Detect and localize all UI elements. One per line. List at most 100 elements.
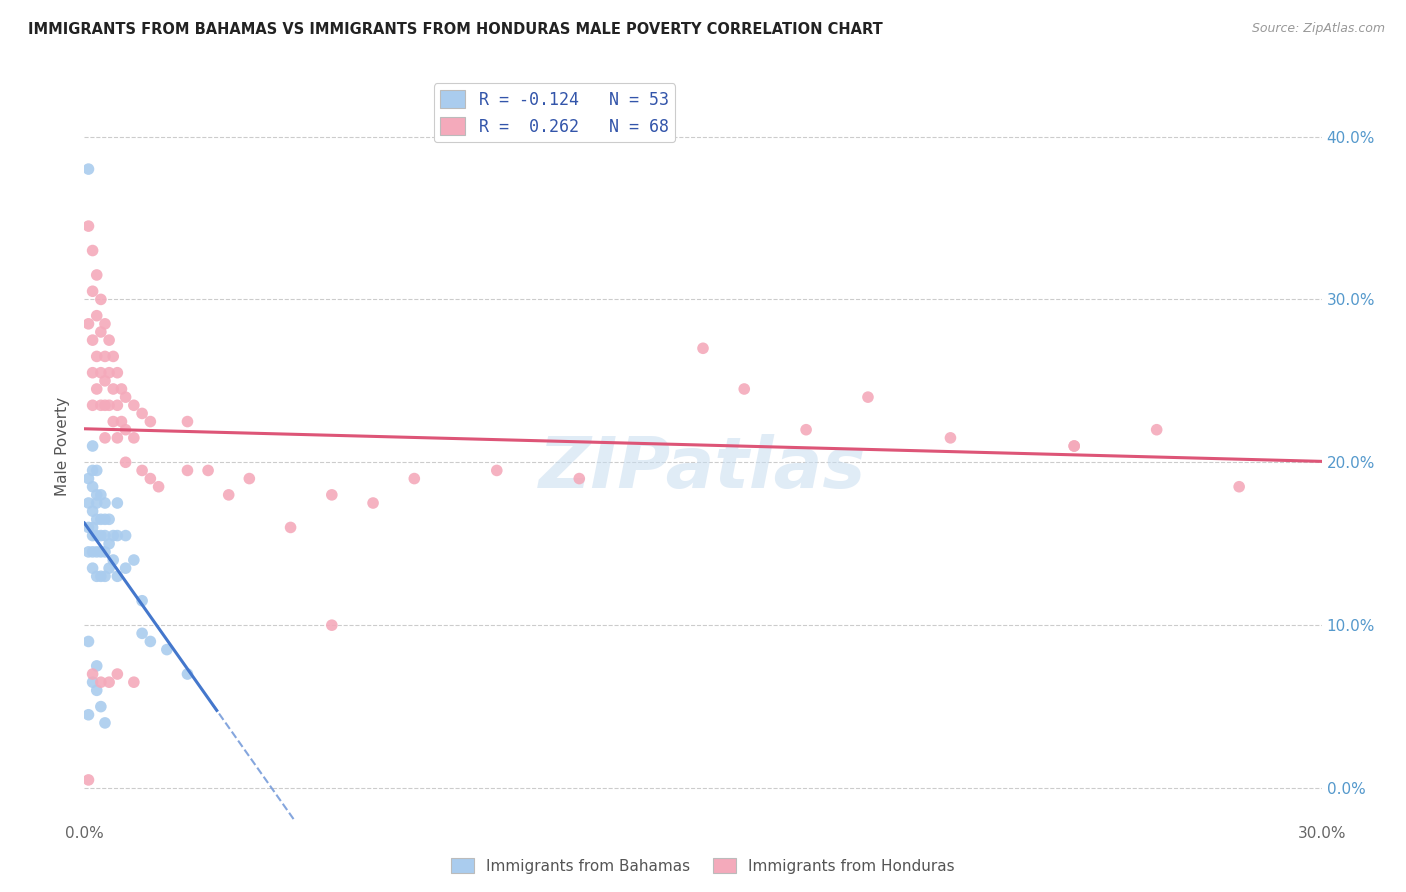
Point <box>98 537 121 551</box>
Legend: Immigrants from Bahamas, Immigrants from Honduras: Immigrants from Bahamas, Immigrants from… <box>444 852 962 880</box>
Point <box>156 642 179 657</box>
Point <box>122 398 145 412</box>
Point <box>90 488 112 502</box>
Point <box>122 553 145 567</box>
Point <box>131 593 153 607</box>
Point <box>110 415 132 429</box>
Point <box>105 366 128 380</box>
Point <box>280 520 302 534</box>
Point <box>105 569 128 583</box>
Point <box>98 333 121 347</box>
Point <box>321 618 343 632</box>
Point <box>86 569 108 583</box>
Point <box>82 463 104 477</box>
Point <box>939 431 962 445</box>
Point <box>77 162 100 177</box>
Point <box>110 382 132 396</box>
Point <box>692 341 714 355</box>
Point <box>1227 480 1250 494</box>
Point <box>114 455 136 469</box>
Point <box>94 528 117 542</box>
Point <box>103 382 125 396</box>
Point <box>131 406 153 420</box>
Point <box>82 528 104 542</box>
Point <box>148 480 170 494</box>
Point <box>114 423 136 437</box>
Point <box>238 472 260 486</box>
Point <box>98 398 121 412</box>
Point <box>82 545 104 559</box>
Point <box>77 472 100 486</box>
Point <box>86 463 108 477</box>
Point <box>77 707 100 722</box>
Point <box>82 366 104 380</box>
Point <box>94 569 117 583</box>
Point <box>86 683 108 698</box>
Point <box>98 561 121 575</box>
Point <box>105 528 128 542</box>
Point <box>98 512 121 526</box>
Point <box>1146 423 1168 437</box>
Point <box>90 512 112 526</box>
Point <box>105 496 128 510</box>
Point <box>90 293 112 307</box>
Point <box>94 512 117 526</box>
Point <box>82 285 104 299</box>
Point <box>86 382 108 396</box>
Point <box>86 545 108 559</box>
Point <box>77 520 100 534</box>
Point <box>86 528 108 542</box>
Point <box>103 528 125 542</box>
Point <box>105 398 128 412</box>
Point <box>94 545 117 559</box>
Point <box>103 350 125 364</box>
Point <box>90 545 112 559</box>
Point <box>86 309 108 323</box>
Point <box>94 350 117 364</box>
Point <box>77 317 100 331</box>
Point <box>404 472 426 486</box>
Point <box>105 667 128 681</box>
Point <box>82 520 104 534</box>
Point <box>82 439 104 453</box>
Point <box>94 715 117 730</box>
Y-axis label: Male Poverty: Male Poverty <box>55 396 70 496</box>
Point <box>114 390 136 404</box>
Point <box>94 317 117 331</box>
Point <box>77 772 100 787</box>
Point <box>82 675 104 690</box>
Point <box>86 350 108 364</box>
Point <box>103 553 125 567</box>
Point <box>1063 439 1085 453</box>
Point <box>568 472 591 486</box>
Point <box>86 268 108 282</box>
Point <box>122 431 145 445</box>
Point <box>86 496 108 510</box>
Point <box>176 415 198 429</box>
Point <box>86 659 108 673</box>
Point <box>90 325 112 339</box>
Point <box>98 675 121 690</box>
Point <box>139 472 162 486</box>
Point <box>82 561 104 575</box>
Text: ZIPatlas: ZIPatlas <box>540 434 866 503</box>
Point <box>131 626 153 640</box>
Point <box>321 488 343 502</box>
Point <box>103 415 125 429</box>
Point <box>86 512 108 526</box>
Point <box>90 675 112 690</box>
Point <box>197 463 219 477</box>
Point <box>82 480 104 494</box>
Point <box>139 415 162 429</box>
Point <box>122 675 145 690</box>
Point <box>77 634 100 648</box>
Point <box>1063 439 1085 453</box>
Point <box>90 699 112 714</box>
Point <box>82 667 104 681</box>
Point <box>131 463 153 477</box>
Point <box>114 561 136 575</box>
Point <box>176 667 198 681</box>
Point <box>114 528 136 542</box>
Point <box>361 496 384 510</box>
Point <box>94 431 117 445</box>
